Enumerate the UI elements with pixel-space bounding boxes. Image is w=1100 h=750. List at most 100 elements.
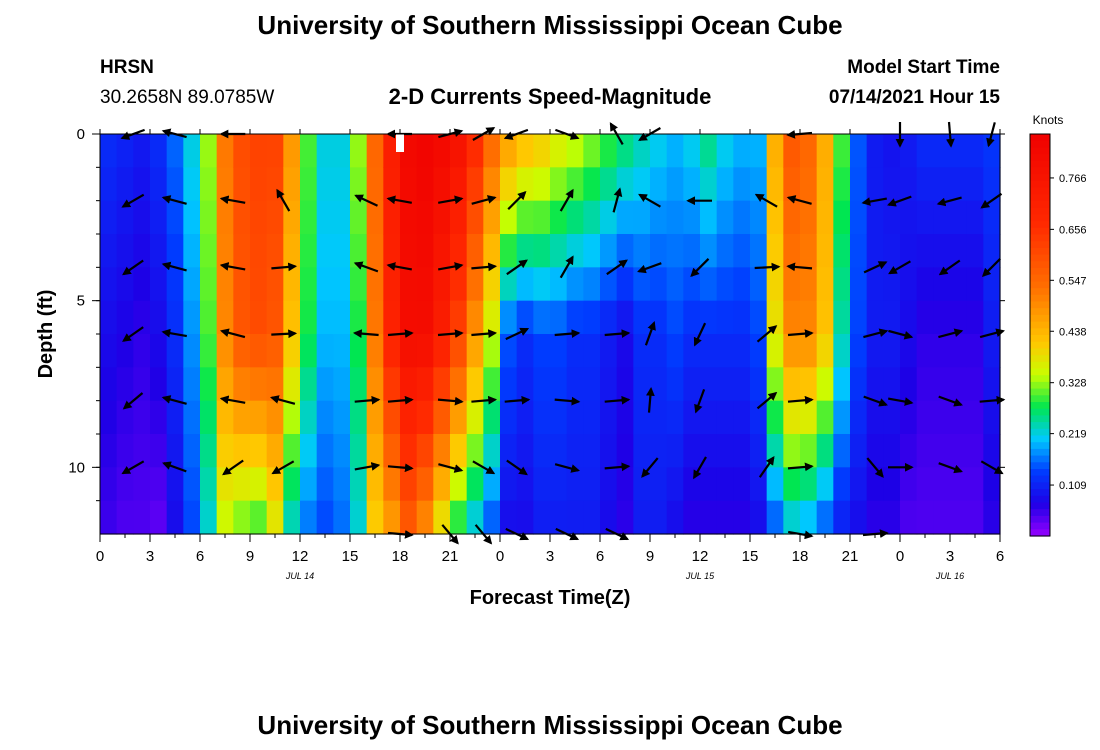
heatmap-cell: [616, 367, 634, 402]
heatmap-cell: [166, 234, 184, 268]
heatmap-cell: [700, 334, 718, 368]
heatmap-cell: [783, 267, 801, 302]
heatmap-cell: [916, 500, 934, 535]
heatmap-cell: [950, 400, 968, 435]
heatmap-cell: [716, 200, 734, 235]
heatmap-cell: [300, 167, 318, 202]
y-tick-label: 0: [77, 126, 85, 143]
heatmap-cell: [583, 400, 601, 435]
heatmap-cell: [750, 267, 768, 302]
heatmap-cell: [133, 267, 151, 302]
heatmap-cell: [400, 134, 418, 168]
current-vector: [387, 395, 414, 405]
heatmap-cell: [516, 234, 534, 268]
colorbar-frame: [1029, 133, 1051, 537]
heatmap-cell: [716, 467, 734, 502]
footer-title: University of Southern Mississippi Ocean…: [257, 710, 843, 740]
heatmap-cell: [550, 334, 568, 368]
heatmap-cell: [700, 367, 718, 402]
current-vector: [981, 258, 1001, 278]
current-vector: [980, 460, 1004, 475]
heatmap-cell: [216, 300, 234, 335]
colorbar-cell: [1030, 361, 1050, 370]
current-vector: [554, 329, 581, 338]
colorbar-cell: [1030, 214, 1050, 222]
heatmap-cell: [250, 200, 268, 235]
colorbar-cell: [1030, 328, 1050, 336]
colorbar-cell: [1030, 187, 1050, 195]
heatmap-cell: [100, 134, 118, 168]
heatmap-cell: [400, 267, 418, 302]
current-vector: [644, 321, 656, 346]
current-vector: [471, 262, 498, 272]
heatmap-cell: [516, 467, 534, 502]
heatmap-cell: [966, 334, 984, 368]
colorbar-tick-label: 0.219: [1059, 429, 1087, 441]
heatmap-cell: [400, 300, 418, 335]
colorbar-cell: [1030, 140, 1050, 148]
current-vector: [354, 194, 378, 207]
heatmap-cell: [883, 400, 901, 435]
heatmap-cell: [933, 334, 951, 368]
current-vector: [271, 460, 295, 475]
heatmap-cell: [633, 267, 651, 302]
heatmap-cell: [833, 200, 851, 235]
heatmap-cell: [200, 400, 218, 435]
current-vector: [979, 328, 1006, 339]
heatmap-cell: [183, 267, 201, 302]
heatmap-cell: [233, 467, 251, 502]
heatmap-cell: [383, 367, 401, 402]
colorbar-cell: [1030, 375, 1050, 383]
heatmap-cell: [866, 300, 884, 335]
current-vector: [161, 328, 187, 338]
current-vector: [693, 456, 707, 480]
heatmap-cell: [816, 234, 834, 268]
y-tick-label: 10: [68, 459, 85, 476]
heatmap-cell: [933, 234, 951, 268]
heatmap-cell: [133, 500, 151, 535]
heatmap-cell: [516, 367, 534, 402]
current-vector: [507, 190, 527, 210]
heatmap-cell: [116, 467, 134, 502]
heatmap-cell: [316, 400, 334, 435]
x-tick-label: 21: [842, 548, 859, 565]
heatmap-cell: [233, 134, 251, 168]
heatmap-cell: [150, 200, 168, 235]
colorbar-cell: [1030, 234, 1050, 242]
heatmap-cell: [200, 167, 218, 202]
axes: 0 3 6 9 12 15 18 21 0 3 6 9 12 15 18 21 0 3 6 JUL 14 JUL 15 J…: [68, 126, 1005, 581]
heatmap-cell: [866, 434, 884, 468]
heatmap-cell: [883, 334, 901, 368]
heatmap-cell: [666, 267, 684, 302]
heatmap-cell: [733, 434, 751, 468]
current-vector: [353, 261, 379, 273]
heatmap-cell: [150, 134, 168, 168]
heatmap-cell: [466, 400, 484, 435]
heatmap-cell: [750, 200, 768, 235]
heatmap-cell: [450, 134, 468, 168]
colorbar-cell: [1030, 147, 1050, 155]
colorbar-cell: [1030, 529, 1050, 537]
heatmap-cell: [833, 500, 851, 535]
heatmap-cell: [950, 134, 968, 168]
heatmap-cell: [750, 367, 768, 402]
heatmap-cell: [766, 300, 784, 335]
current-vector: [863, 261, 888, 274]
heatmap-cell: [150, 500, 168, 535]
heatmap-cell: [966, 467, 984, 502]
heatmap-cell: [650, 400, 668, 435]
heatmap-cell: [133, 334, 151, 368]
heatmap-cell: [800, 500, 818, 535]
heatmap-cell: [366, 434, 384, 468]
heatmap-cells: [100, 134, 1001, 535]
heatmap-cell: [916, 467, 934, 502]
heatmap-cell: [150, 400, 168, 435]
heatmap-cell: [366, 334, 384, 368]
heatmap-cell: [483, 367, 501, 402]
heatmap-cell: [233, 200, 251, 235]
heatmap-cell: [583, 367, 601, 402]
heatmap-cell: [750, 500, 768, 535]
heatmap-cell: [516, 200, 534, 235]
heatmap-cell: [983, 234, 1001, 268]
